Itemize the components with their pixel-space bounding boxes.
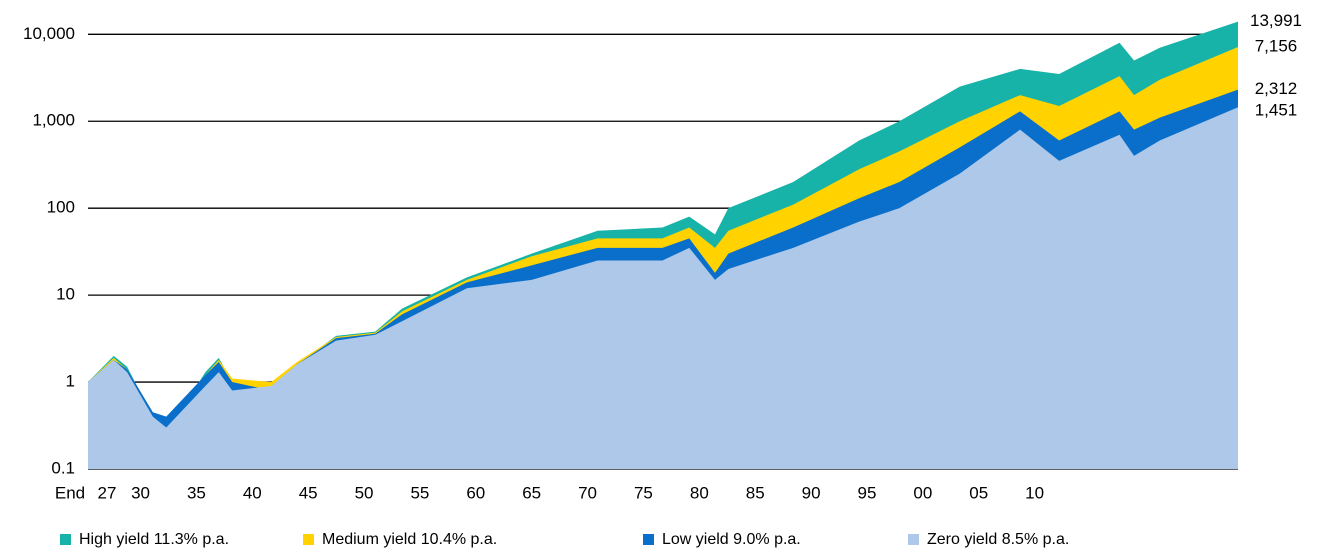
y-tick-label: 10 bbox=[56, 285, 75, 304]
end-label: 2,312 bbox=[1255, 79, 1298, 98]
legend-swatch bbox=[908, 534, 919, 545]
y-tick-label: 100 bbox=[47, 198, 75, 217]
x-tick-label: 95 bbox=[857, 483, 876, 502]
x-tick-label: 50 bbox=[355, 483, 374, 502]
x-tick-label: 10 bbox=[1025, 483, 1044, 502]
y-tick-label: 10,000 bbox=[23, 24, 75, 43]
legend-swatch bbox=[643, 534, 654, 545]
x-tick-label: 35 bbox=[187, 483, 206, 502]
end-label: 1,451 bbox=[1255, 101, 1298, 120]
x-tick-label: 00 bbox=[913, 483, 932, 502]
x-tick-label: 55 bbox=[410, 483, 429, 502]
legend-swatch bbox=[303, 534, 314, 545]
x-tick-label: 75 bbox=[634, 483, 653, 502]
x-tick-label: 05 bbox=[969, 483, 988, 502]
legend-label: High yield 11.3% p.a. bbox=[79, 531, 229, 548]
x-tick-label: 90 bbox=[802, 483, 821, 502]
area bbox=[88, 107, 1238, 469]
y-tick-label: 1,000 bbox=[32, 111, 75, 130]
x-tick-label: 85 bbox=[746, 483, 765, 502]
legend-label: Zero yield 8.5% p.a. bbox=[927, 531, 1069, 548]
x-prefix: End bbox=[55, 483, 85, 502]
end-label: 13,991 bbox=[1250, 11, 1302, 30]
x-tick-label: 70 bbox=[578, 483, 597, 502]
legend-label: Low yield 9.0% p.a. bbox=[662, 531, 801, 548]
legend-swatch bbox=[60, 534, 71, 545]
x-tick-label: 40 bbox=[243, 483, 262, 502]
end-label: 7,156 bbox=[1255, 36, 1298, 55]
x-tick-label: 45 bbox=[299, 483, 318, 502]
legend-label: Medium yield 10.4% p.a. bbox=[322, 531, 497, 548]
x-tick-label: 60 bbox=[466, 483, 485, 502]
y-tick-label: 0.1 bbox=[51, 458, 75, 477]
x-tick-label: 30 bbox=[131, 483, 150, 502]
x-tick-label: 27 bbox=[98, 483, 117, 502]
y-tick-label: 1 bbox=[66, 372, 75, 391]
x-tick-label: 80 bbox=[690, 483, 709, 502]
x-tick-label: 65 bbox=[522, 483, 541, 502]
